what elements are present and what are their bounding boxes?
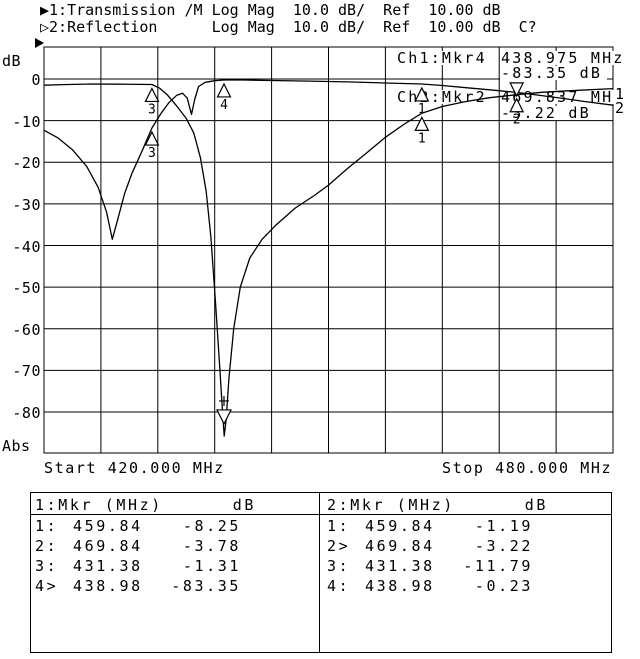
trace2-id-label-bg: [614, 101, 625, 115]
marker-frequency: 438.98: [365, 577, 435, 595]
stop-frequency-label: Stop 480.000 MHz: [442, 459, 613, 477]
marker-table-row: 4: 438.98 -0.23: [323, 577, 611, 597]
marker-db: -1.31: [182, 557, 241, 575]
marker-number: 1:: [327, 517, 351, 535]
marker-table-row: 3: 431.38 -1.31: [31, 557, 319, 577]
marker-table-row: 1: 459.84 -8.25: [31, 517, 319, 537]
marker-2-ch1-icon: [509, 97, 525, 113]
ref-level-indicator-icon: [35, 38, 44, 48]
marker-db: -3.22: [474, 537, 533, 555]
marker-frequency: 431.38: [365, 557, 435, 575]
marker-4-ch1-icon: [216, 409, 232, 426]
marker-3-ch1-icon: [144, 87, 160, 103]
marker-3-ch1-label: 3: [148, 102, 156, 117]
marker-2-ch1-label: 2: [513, 113, 521, 128]
marker-1-ch2-icon: [414, 86, 430, 102]
y-tick-label: -10: [12, 112, 41, 131]
marker-frequency: 459.84: [365, 517, 435, 535]
y-axis-bottom-label: Abs: [2, 437, 31, 455]
marker-number: 2>: [327, 537, 351, 555]
marker-db: -11.79: [463, 557, 533, 575]
y-axis-unit-label: dB: [2, 52, 22, 70]
marker-db: -83.35: [171, 577, 241, 595]
ch1-marker-readout-freq: 438.975 MHz: [501, 49, 625, 67]
trace-1: [43, 83, 614, 437]
marker-table-divider: [319, 493, 320, 652]
trace1-id-label-bg: [614, 87, 625, 101]
marker-db: -8.25: [182, 517, 241, 535]
marker-number: 3:: [327, 557, 351, 575]
trace2-active-icon: ▷: [40, 18, 50, 36]
ch2-marker-readout-value-bg: [500, 106, 607, 120]
marker-table-row: 4> 438.98 -83.35: [31, 577, 319, 597]
marker-1-ch1-icon: [414, 115, 430, 131]
marker-3-ch2-label: 3: [148, 146, 156, 161]
trace-2: [43, 79, 614, 240]
start-frequency-label: Start 420.000 MHz: [44, 459, 225, 477]
trace1-header: ▶1:Transmission /M Log Mag 10.0 dB/ Ref …: [40, 2, 501, 18]
ch2-marker-readout-value: -3.22 dB: [501, 104, 591, 122]
ch1-marker-readout-label-bg: [396, 51, 492, 65]
ch1-marker-readout-value-bg: [500, 66, 607, 80]
marker-table-right-header: 2:Mkr (MHz) dB: [327, 496, 548, 514]
marker-table-row: 2> 469.84 -3.22: [323, 537, 611, 557]
marker-number: 3:: [35, 557, 59, 575]
trace1-header-text: 1:Transmission /M Log Mag 10.0 dB/ Ref 1…: [49, 1, 501, 19]
marker-table: 1:Mkr (MHz) dB 2:Mkr (MHz) dB 1: 459.84 -8…: [30, 492, 612, 653]
ch2-marker-readout-freq: 469.837 MHz: [501, 88, 625, 106]
y-tick-label: -60: [12, 320, 41, 339]
measurement-plot: Ch1:Mkr4 438.975 MHz-83.35 dB Ch2:Mkr2 469.…: [35, 38, 630, 454]
trace2-id-label: 2: [615, 99, 626, 117]
y-tick-label: -30: [12, 195, 41, 214]
marker-3-ch2-icon: [144, 130, 160, 146]
marker-number: 1:: [35, 517, 59, 535]
marker-1-ch1-label: 1: [418, 131, 426, 146]
marker-frequency: 469.84: [365, 537, 435, 555]
marker-db: -0.23: [474, 577, 533, 595]
marker-4-ch1-plus-icon: [218, 395, 229, 406]
marker-table-left-header: 1:Mkr (MHz) dB: [35, 496, 256, 514]
marker-number: 4>: [35, 577, 59, 595]
y-tick-label: -70: [12, 362, 41, 381]
trace1-active-icon: ▶: [40, 1, 50, 19]
ch2-marker-readout-label: Ch2:Mkr2: [397, 88, 487, 106]
marker-db: -3.78: [182, 537, 241, 555]
trace1-id-label: 1: [615, 85, 626, 103]
y-tick-label: -20: [12, 154, 41, 173]
y-tick-label: -50: [12, 279, 41, 298]
ch1-marker-readout-label: Ch1:Mkr4: [397, 49, 487, 67]
marker-4-ch2-icon: [216, 82, 232, 98]
marker-1-ch2-label: 1: [418, 102, 426, 117]
trace2-header-text: 2:Reflection Log Mag 10.0 dB/ Ref 10.00 …: [49, 18, 537, 36]
y-tick-label: 0: [31, 71, 41, 89]
marker-number: 4:: [327, 577, 351, 595]
marker-4-ch2-label: 4: [220, 98, 228, 113]
marker-table-header-rule: [31, 514, 611, 515]
ch1-marker-readout-value: -83.35 dB: [501, 64, 602, 82]
y-tick-label: -40: [12, 237, 41, 256]
trace2-header: ▷2:Reflection Log Mag 10.0 dB/ Ref 10.00…: [40, 19, 537, 35]
marker-db: -1.19: [474, 517, 533, 535]
marker-number: 2:: [35, 537, 59, 555]
marker-frequency: 438.98: [73, 577, 143, 595]
ch1-marker-readout-freq-bg: [500, 51, 630, 65]
marker-table-row: 1: 459.84 -1.19: [323, 517, 611, 537]
marker-frequency: 469.84: [73, 537, 143, 555]
y-tick-label: -80: [12, 404, 41, 422]
marker-frequency: 459.84: [73, 517, 143, 535]
marker-2-ch2-icon: [509, 82, 525, 98]
marker-table-row: 2: 469.84 -3.78: [31, 537, 319, 557]
marker-table-row: 3: 431.38 -11.79: [323, 557, 611, 577]
marker-frequency: 431.38: [73, 557, 143, 575]
